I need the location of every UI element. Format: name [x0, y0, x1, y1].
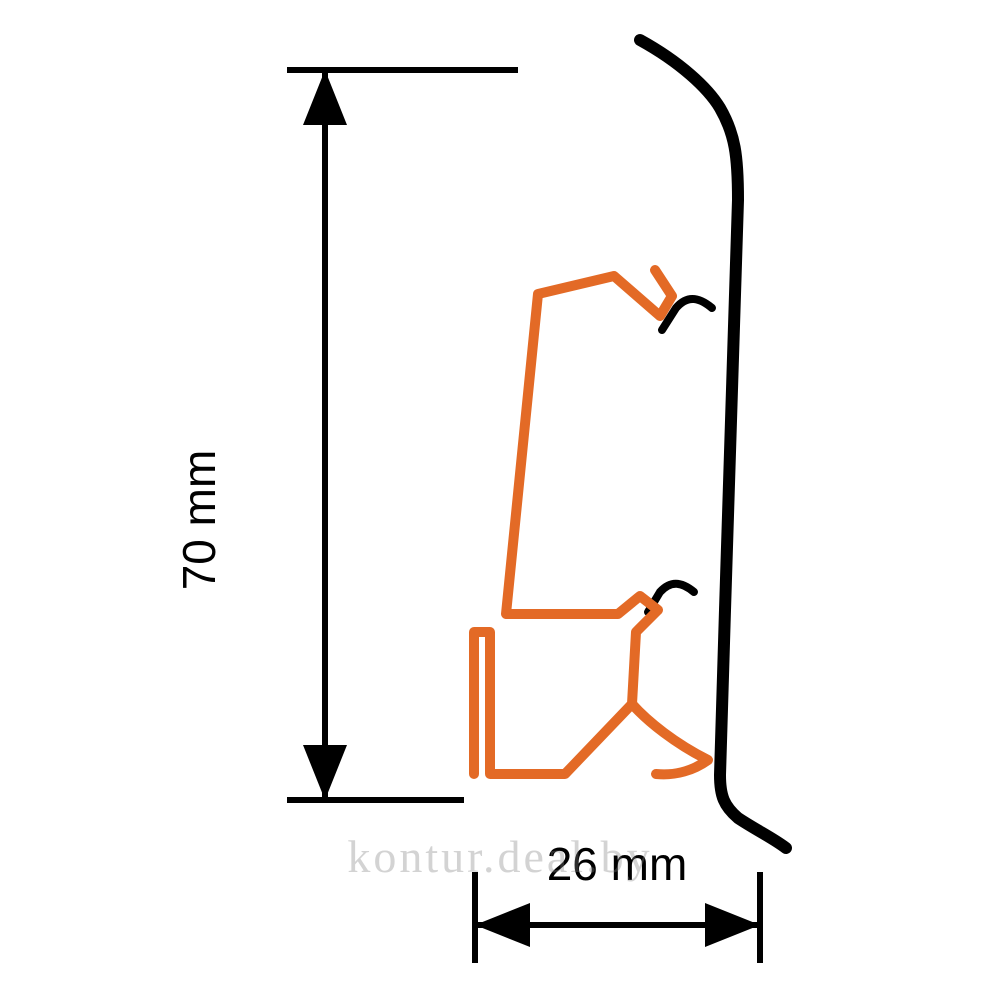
front-profile-hook	[632, 704, 708, 774]
cross-section-diagram: 70 mm 26 mm	[0, 0, 1000, 1000]
width-dimension-label: 26 mm	[547, 838, 688, 890]
front-profile	[474, 270, 672, 774]
height-dimension-label: 70 mm	[173, 450, 225, 591]
